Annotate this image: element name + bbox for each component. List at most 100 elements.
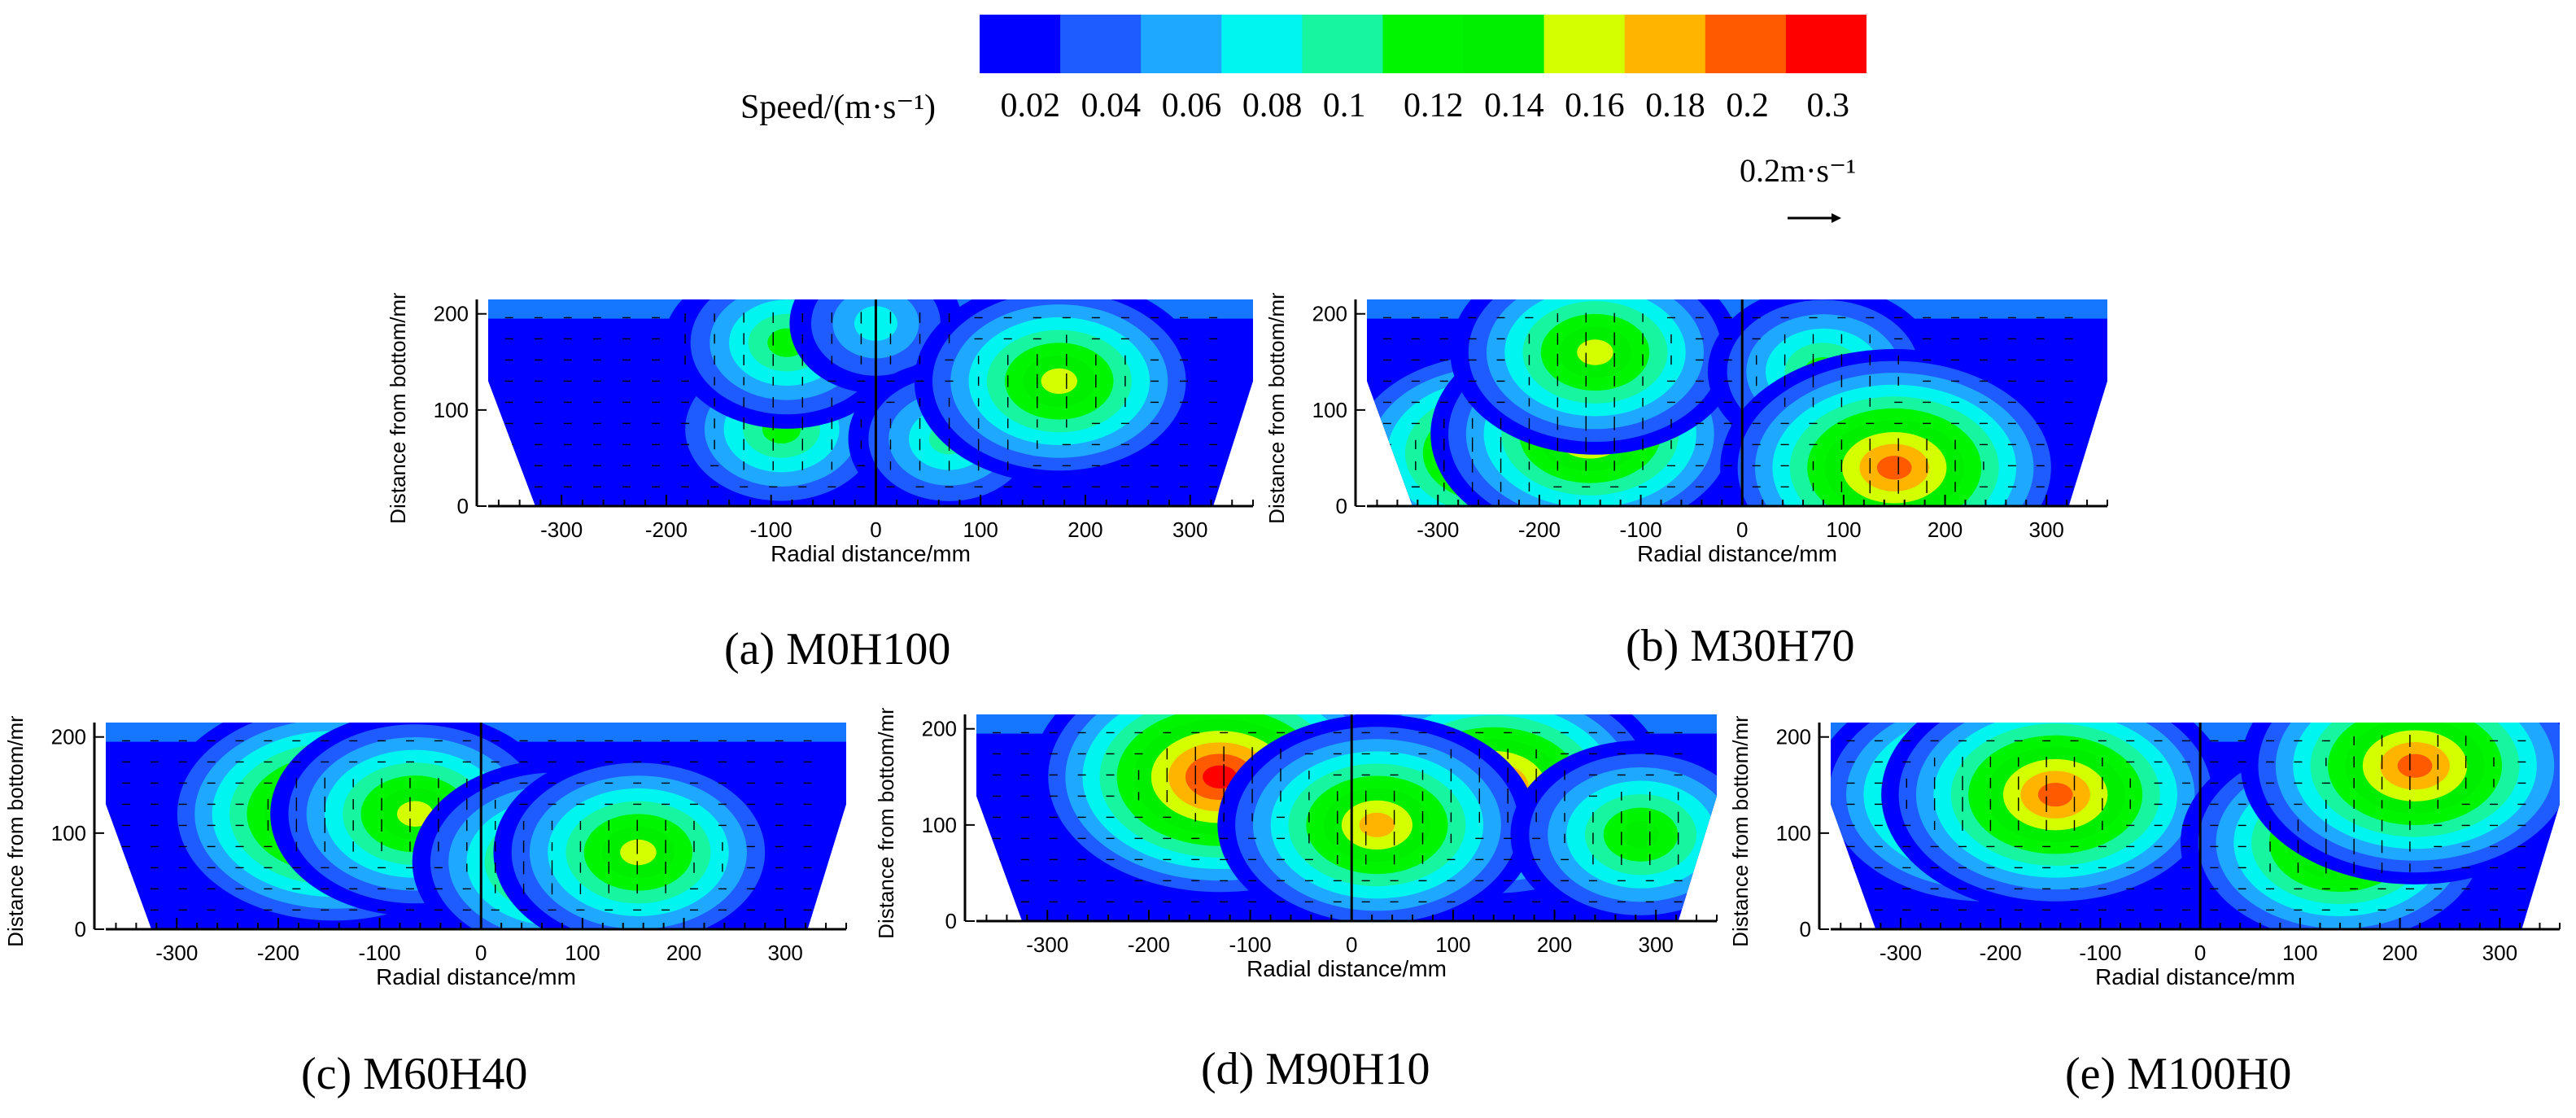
x-axis-label: Radial distance/mm xyxy=(1637,541,1837,566)
x-tick-label: 100 xyxy=(963,518,998,542)
contour-blob xyxy=(396,801,434,827)
y-tick-label: 200 xyxy=(51,725,86,749)
contour-blob xyxy=(2037,783,2073,807)
legend-tick-label: 0.3 xyxy=(1806,87,1849,124)
x-axis-label: Radial distance/mm xyxy=(1247,956,1447,981)
y-tick-label: 0 xyxy=(457,494,469,518)
legend-swatch xyxy=(1221,15,1303,73)
caption-a: (a) M0H100 xyxy=(724,624,951,675)
legend-swatch xyxy=(1382,15,1465,73)
y-axis-label: Distance from bottom/mm xyxy=(1728,716,1753,947)
scale-arrow-label: 0.2m·s⁻¹ xyxy=(1740,152,1857,189)
legend-tick-label: 0.08 xyxy=(1242,87,1303,124)
legend-swatch xyxy=(980,15,1061,73)
x-tick-label: -300 xyxy=(540,518,583,542)
contour-blob xyxy=(1041,368,1078,395)
caption-e: (e) M100H0 xyxy=(2065,1049,2292,1099)
legend-tick-label: 0.1 xyxy=(1322,87,1366,124)
legend-swatch xyxy=(1463,15,1545,73)
x-axis-label: Radial distance/mm xyxy=(2095,964,2295,989)
legend-swatch xyxy=(1624,15,1706,73)
x-tick-label: -100 xyxy=(359,941,401,965)
y-tick-label: 200 xyxy=(1776,725,1811,749)
x-tick-label: 200 xyxy=(1928,518,1963,542)
x-tick-label: 300 xyxy=(1639,932,1674,957)
legend-color-bar xyxy=(980,15,1867,73)
legend-tick-label: 0.06 xyxy=(1161,87,1222,124)
x-tick-label: -100 xyxy=(2079,941,2121,965)
x-tick-label: 300 xyxy=(768,941,803,965)
y-tick-label: 100 xyxy=(922,813,957,837)
contour-blob xyxy=(1359,812,1395,837)
x-tick-label: 0 xyxy=(1346,932,1357,957)
x-tick-label: -300 xyxy=(1880,941,1922,965)
contour-blob xyxy=(2397,753,2433,778)
legend-tick-label: 0.14 xyxy=(1484,87,1544,124)
panel-b-heatmap: -300 -200 -100 0 100 200 300 Radial distance/mm… xyxy=(1264,293,2108,566)
contour-blob xyxy=(1577,339,1613,365)
contour-blob xyxy=(620,839,657,866)
legend-tick-label: 0.12 xyxy=(1404,87,1464,124)
contour-blob xyxy=(1876,456,1912,480)
y-axis-label: Distance from bottom/mm xyxy=(386,293,410,524)
legend-swatch xyxy=(1705,15,1787,73)
panel-a-heatmap: -300 -200 -100 0 100 200 300 Radial distance/mm… xyxy=(386,293,1254,566)
x-tick-label: 100 xyxy=(565,941,600,965)
legend-tick-label: 0.02 xyxy=(1000,87,1061,124)
legend-swatch xyxy=(1543,15,1626,73)
x-tick-label: -200 xyxy=(1128,932,1170,957)
x-tick-label: 200 xyxy=(1068,518,1102,542)
y-tick-label: 0 xyxy=(945,909,957,933)
legend-tick-label: 0.2 xyxy=(1726,87,1769,124)
legend-swatch xyxy=(1785,15,1867,73)
x-tick-label: -200 xyxy=(645,518,688,542)
x-tick-label: 100 xyxy=(1826,518,1861,542)
x-tick-label: -300 xyxy=(1417,518,1459,542)
caption-d: (d) M90H10 xyxy=(1201,1044,1430,1094)
y-tick-label: 0 xyxy=(75,917,86,941)
x-tick-label: -300 xyxy=(155,941,198,965)
legend-tick-label: 0.04 xyxy=(1081,87,1142,124)
y-tick-label: 100 xyxy=(1312,398,1347,422)
y-tick-label: 200 xyxy=(434,302,469,326)
legend-tick-label: 0.18 xyxy=(1645,87,1705,124)
x-axis-label: Radial distance/mm xyxy=(771,541,971,566)
caption-b: (b) M30H70 xyxy=(1626,621,1855,671)
x-tick-label: 300 xyxy=(2482,941,2517,965)
y-tick-label: 100 xyxy=(1776,821,1811,845)
panel-e-heatmap: -300 -200 -100 0 100 200 300 Radial distance/mm… xyxy=(1728,716,2561,989)
contour-blob xyxy=(1203,765,1238,788)
contour-blob xyxy=(1622,821,1660,849)
caption-c: (c) M60H40 xyxy=(301,1049,528,1099)
x-tick-label: -300 xyxy=(1026,932,1068,957)
x-tick-label: 0 xyxy=(2194,941,2206,965)
x-tick-label: 300 xyxy=(2029,518,2064,542)
x-axis-label: Radial distance/mm xyxy=(376,964,576,989)
y-tick-label: 200 xyxy=(1312,302,1347,326)
x-tick-label: 200 xyxy=(1537,932,1572,957)
legend-swatch xyxy=(1302,15,1383,73)
x-tick-label: 0 xyxy=(475,941,487,965)
x-tick-label: -100 xyxy=(1229,932,1272,957)
x-tick-label: -200 xyxy=(257,941,299,965)
y-tick-label: 100 xyxy=(434,398,469,422)
x-tick-label: 100 xyxy=(2282,941,2317,965)
x-tick-label: -200 xyxy=(1980,941,2022,965)
x-tick-label: 200 xyxy=(2382,941,2417,965)
panel-c-heatmap: -300 -200 -100 0 100 200 300 Radial distance/mm… xyxy=(3,716,847,989)
legend-tick-labels: 0.02 0.04 0.06 0.08 0.1 0.12 0.14 0.16 0.18 0.2 0.… xyxy=(960,86,1888,135)
x-tick-label: 100 xyxy=(1435,932,1470,957)
panel-d-heatmap: -300 -200 -100 0 100 200 300 Radial distance/mm… xyxy=(874,708,1718,981)
x-tick-label: -100 xyxy=(750,518,792,542)
x-tick-label: -200 xyxy=(1518,518,1561,542)
legend-swatch xyxy=(1060,15,1142,73)
y-axis-label: Distance from bottom/mm xyxy=(3,716,28,947)
y-axis-label: Distance from bottom/mm xyxy=(874,708,898,939)
legend-title: Speed/(m·s⁻¹) xyxy=(740,89,937,126)
y-tick-label: 0 xyxy=(1336,494,1347,518)
y-axis-label: Distance from bottom/mm xyxy=(1264,293,1289,524)
scale-arrow-icon xyxy=(1788,213,1841,223)
legend-tick-label: 0.16 xyxy=(1565,87,1625,124)
x-tick-label: 0 xyxy=(870,518,881,542)
